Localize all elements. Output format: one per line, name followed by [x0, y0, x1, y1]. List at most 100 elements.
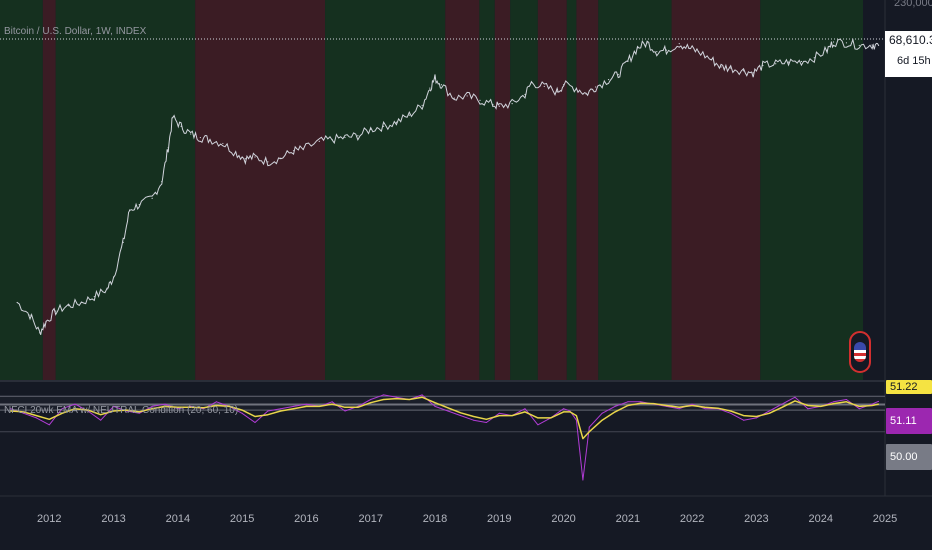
btc-price-point [222, 142, 224, 145]
price-pane[interactable] [0, 37, 885, 335]
btc-price-point [627, 60, 629, 63]
nfci-raw-point [743, 419, 745, 421]
nfci-ema-point [203, 407, 205, 409]
nfci-ema-point [318, 405, 320, 407]
x-tick-2024: 2024 [808, 513, 832, 525]
regime-band-bear-5 [445, 0, 480, 380]
btc-price-point [429, 87, 431, 89]
btc-price-point [382, 125, 385, 127]
nfci-raw-point [704, 408, 706, 410]
btc-price-point [775, 63, 777, 65]
nfci-ema-point [691, 404, 693, 406]
btc-price-point [331, 138, 333, 141]
btc-price-point [302, 148, 304, 150]
nfci-ema-point [370, 402, 372, 404]
nfci-ema-point [524, 411, 526, 413]
btc-price-point [235, 152, 237, 154]
btc-price-point [106, 288, 108, 290]
btc-price-point [434, 77, 436, 79]
nfci-ema-point [653, 403, 655, 405]
nfci-raw-point [61, 408, 63, 410]
nfci-raw-point [460, 415, 462, 417]
nfci-ema-point [434, 402, 436, 404]
nfci-raw-point [563, 408, 565, 410]
btc-price-point [678, 43, 680, 45]
nfci-ema-point [113, 410, 115, 412]
nfci-ema-point [858, 405, 860, 407]
x-tick-2014: 2014 [166, 513, 190, 525]
btc-price-point [395, 121, 398, 123]
nfci-ema-point [845, 401, 847, 403]
nfci-ema-point [460, 412, 462, 414]
nfci-raw-point [678, 408, 680, 410]
x-tick-2013: 2013 [101, 513, 125, 525]
nfci-ema-point [601, 419, 603, 421]
nfci-ema-point [820, 405, 822, 407]
nfci-raw-point [878, 400, 880, 402]
btc-price-point [646, 42, 648, 44]
nfci-raw-point [395, 396, 397, 398]
btc-price-point [80, 301, 83, 304]
nfci-ema-point [23, 411, 25, 413]
symbol-title[interactable]: Bitcoin / U.S. Dollar, 1W, INDEX [4, 26, 147, 37]
nfci-ema-point [678, 406, 680, 408]
last-price-value: 68,610.38 [889, 33, 932, 47]
nfci-ema-point [61, 412, 63, 414]
btc-price-point [562, 84, 565, 86]
nfci-ema-point [640, 402, 642, 404]
indicator-pane[interactable] [0, 394, 885, 481]
nfci-ema-point [717, 407, 719, 409]
btc-price-point [730, 67, 732, 69]
nfci-ema-point [550, 417, 552, 419]
indicator-title[interactable]: NFCI 20wk EMA w/ NEUTRAL Condition (20, … [4, 405, 239, 416]
btc-price-point [524, 93, 526, 96]
nfci-ema-point [807, 404, 809, 406]
nfci-raw-point [582, 479, 584, 481]
regime-band-bull-14 [760, 0, 863, 380]
btc-price-point [530, 81, 533, 84]
last-price-box[interactable]: 68,610.38 6d 15h [885, 31, 932, 77]
bar-countdown: 6d 15h [897, 55, 931, 67]
nfci-ema-point [87, 409, 89, 411]
x-tick-2018: 2018 [423, 513, 447, 525]
us-flag-event-marker[interactable] [849, 331, 871, 373]
nfci-raw-point [23, 412, 25, 414]
nfci-raw-point [164, 403, 166, 405]
btc-price-point [344, 136, 346, 139]
nfci-ema-point [100, 414, 102, 416]
btc-price-point [556, 91, 558, 93]
nfci-ema-point [833, 403, 835, 405]
nfci-ema-point [575, 415, 577, 417]
time-axis[interactable]: 2012 2013 2014 2015 2016 2017 2018 2019 2020 2021… [37, 513, 897, 525]
btc-price-point [254, 156, 256, 158]
nfci-ema-point [35, 415, 37, 417]
nfci-raw-point [331, 401, 333, 403]
nfci-raw-point [781, 403, 783, 405]
btc-price-point [167, 147, 169, 149]
nfci-raw-point [524, 408, 526, 410]
nfci-ema-point [395, 398, 397, 400]
nfci-ema-point [421, 396, 423, 398]
btc-price-point [800, 60, 803, 63]
flag-icon [854, 342, 866, 362]
btc-price-point [813, 57, 815, 59]
nfci-raw-point [768, 410, 770, 412]
nfci-ema-point [177, 406, 179, 408]
regime-band-bull-8 [510, 0, 538, 380]
nfci-raw-point [601, 412, 603, 414]
nfci-raw-point [794, 396, 796, 398]
nfci-ema-point [569, 411, 571, 413]
nfci-ema-point [768, 412, 770, 414]
neutral-zone [0, 396, 885, 411]
btc-price-point [742, 70, 745, 72]
btc-price-point [543, 85, 545, 88]
x-tick-2017: 2017 [358, 513, 382, 525]
price-axis-top-label: 230,000.00 [894, 0, 932, 9]
nfci-raw-point [48, 424, 50, 426]
btc-price-point [151, 197, 153, 199]
btc-price-point [244, 158, 246, 160]
btc-price-point [45, 321, 47, 323]
x-tick-2012: 2012 [37, 513, 61, 525]
btc-price-point [209, 138, 211, 141]
